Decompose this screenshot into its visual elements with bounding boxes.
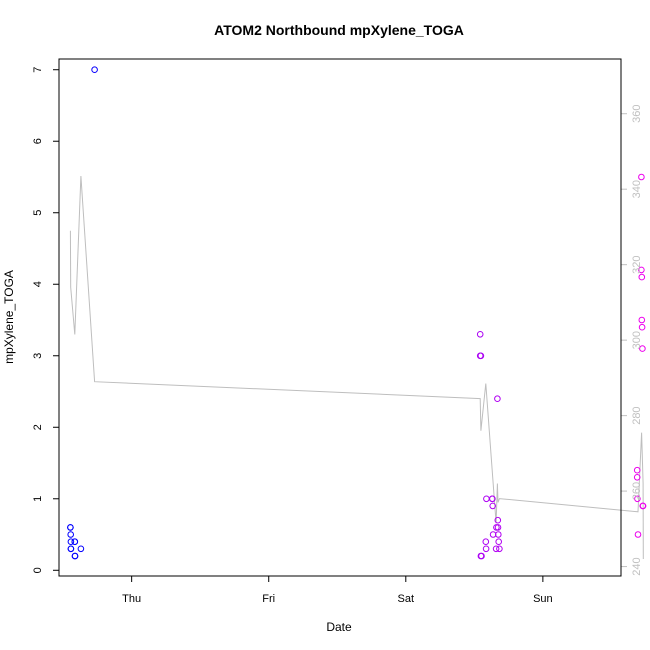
data-point [492, 545, 500, 553]
chart-title: ATOM2 Northbound mpXylene_TOGA [214, 22, 464, 38]
data-point [639, 345, 646, 352]
right-axis-series-line [69, 175, 644, 560]
data-point [67, 531, 74, 538]
data-point [495, 531, 502, 538]
data-point [638, 273, 646, 281]
series-line [69, 175, 644, 560]
y2-tick-label: 280 [631, 406, 643, 424]
data-point [91, 66, 98, 73]
data-point [71, 538, 79, 546]
data-point [634, 531, 642, 538]
y-tick-label: 7 [32, 67, 44, 73]
y2-tick-label: 240 [631, 557, 643, 575]
data-point [478, 552, 485, 560]
data-point [67, 538, 75, 546]
y2-tick-label: 340 [631, 180, 643, 198]
y-axis-label: mpXylene_TOGA [2, 270, 16, 364]
data-point [67, 524, 74, 531]
y2-tick-label: 320 [631, 255, 643, 273]
data-point [476, 331, 484, 338]
x-tick-label: Fri [262, 593, 275, 605]
y-tick-label: 1 [32, 496, 44, 502]
x-axis: Thu Fri Sat Sun [122, 576, 553, 605]
plot-box [58, 58, 622, 577]
data-point [495, 538, 503, 546]
data-point [638, 323, 646, 331]
y2-tick-label: 300 [631, 331, 643, 349]
data-point [482, 545, 490, 553]
x-tick-label: Sun [533, 593, 553, 605]
data-point [638, 316, 646, 324]
data-point [67, 545, 75, 553]
y-tick-label: 5 [32, 210, 44, 216]
data-point [494, 516, 502, 524]
data-point [489, 495, 496, 503]
x-tick-label: Sat [398, 593, 415, 605]
data-point [494, 524, 502, 531]
y-tick-label: 4 [32, 281, 44, 287]
data-point [496, 545, 503, 553]
data-point [638, 266, 645, 274]
data-point [483, 495, 490, 503]
x-tick-label: Thu [122, 593, 141, 605]
y2-tick-label: 360 [631, 105, 643, 123]
data-point [633, 474, 641, 481]
data-point [71, 552, 79, 560]
y2-tick-label: 260 [631, 482, 643, 500]
data-point [482, 538, 490, 546]
data-point [77, 545, 85, 553]
data-points [67, 66, 647, 560]
y-tick-label: 6 [32, 138, 44, 144]
data-point [489, 502, 497, 510]
y-tick-label: 0 [32, 567, 44, 573]
data-point [639, 502, 647, 510]
y-tick-label: 2 [32, 424, 44, 430]
data-point [634, 495, 641, 503]
x-axis-label: Date [326, 620, 352, 634]
y-axis-left: 0 1 2 3 4 5 6 7 [32, 67, 60, 573]
data-point [633, 466, 641, 474]
data-point [477, 352, 485, 360]
data-point [494, 395, 501, 403]
data-point [638, 173, 645, 181]
y-tick-label: 3 [32, 353, 44, 359]
